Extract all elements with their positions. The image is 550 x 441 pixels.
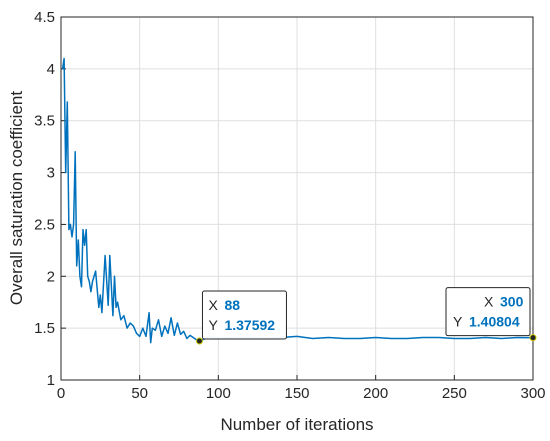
- y-tick-label: 3: [47, 165, 55, 182]
- datatip-y-value: 1.40804: [469, 314, 520, 330]
- x-tick-label: 250: [442, 385, 467, 402]
- y-tick-label: 4.5: [34, 9, 55, 26]
- datatip-x-value: 88: [224, 297, 240, 313]
- datatip-marker: [529, 334, 537, 342]
- x-tick-label: 0: [57, 385, 65, 402]
- x-tick-label: 150: [284, 385, 309, 402]
- datatip-x-key: X: [208, 297, 218, 313]
- datatip-box: [201, 290, 287, 340]
- datatip-y-value: 1.37592: [224, 317, 275, 333]
- x-axis-label: Number of iterations: [220, 415, 373, 434]
- y-tick-label: 4: [47, 61, 55, 78]
- datatip-x-key: X: [484, 294, 494, 310]
- y-tick-label: 2.5: [34, 216, 55, 233]
- y-axis-ticks: 1 1.5 2 2.5 3 3.5 4 4.5: [34, 9, 66, 389]
- datatip-x-value: 300: [500, 294, 524, 310]
- x-tick-label: 200: [363, 385, 388, 402]
- datatip-box: [445, 287, 531, 337]
- x-tick-label: 50: [131, 385, 148, 402]
- x-tick-label: 100: [206, 385, 231, 402]
- y-tick-label: 3.5: [34, 113, 55, 130]
- datatip-y-key: Y: [453, 314, 463, 330]
- datatip-y-key: Y: [208, 317, 218, 333]
- x-tick-label: 300: [520, 385, 545, 402]
- datatip-marker: [195, 337, 203, 345]
- y-axis-label: Overall saturation coefficient: [7, 91, 26, 305]
- y-tick-label: 1: [47, 372, 55, 389]
- y-tick-label: 1.5: [34, 320, 55, 337]
- x-axis-ticks: 0 50 100 150 200 250 300: [57, 375, 546, 402]
- series-line: [61, 57, 534, 344]
- datatips: X 88 Y 1.37592 X 300 Y 1.40804: [195, 287, 537, 345]
- y-tick-label: 2: [47, 268, 55, 285]
- grid-lines: [60, 16, 534, 381]
